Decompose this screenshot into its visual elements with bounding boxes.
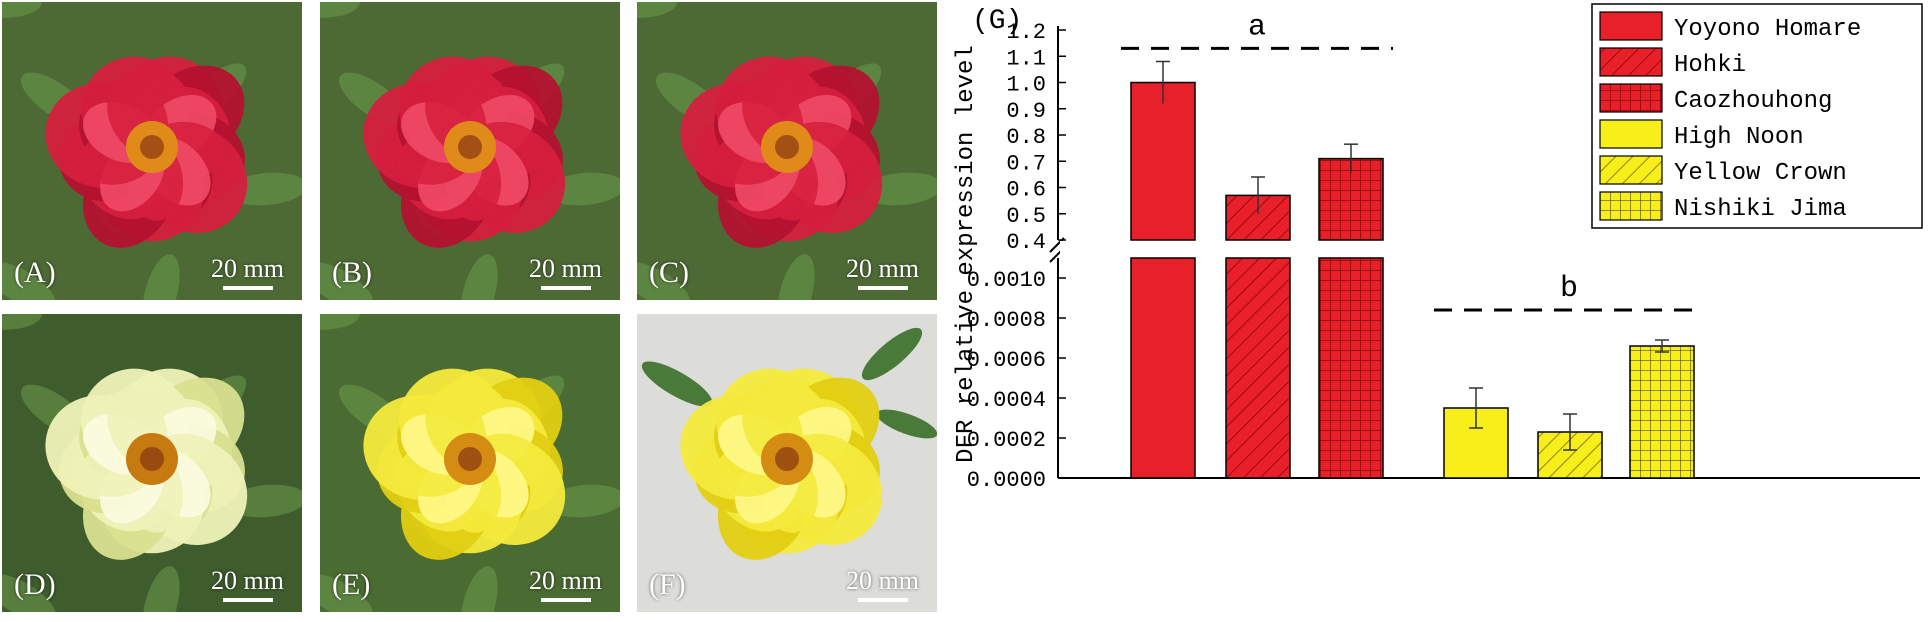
scale-bar: 20 mm [211, 566, 284, 602]
flower-photo-6: (F) 20 mm [637, 314, 937, 612]
peony-illustration [637, 2, 937, 300]
legend-box [1591, 3, 1923, 229]
y-tick-label: 1.0 [1006, 73, 1046, 98]
legend-swatch [1599, 155, 1663, 185]
scale-bar-label: 20 mm [846, 566, 919, 595]
scale-bar: 20 mm [846, 566, 919, 602]
panel-label: (A) [14, 256, 56, 289]
legend-swatch [1599, 83, 1663, 113]
y-tick-label: 0.5 [1006, 204, 1046, 229]
scale-bar-line [540, 286, 591, 290]
flower-photo-4: (D) 20 mm [2, 314, 302, 612]
peony-illustration [637, 314, 937, 612]
scale-bar-line [857, 598, 908, 602]
legend-swatch [1599, 119, 1663, 149]
legend-entry: Yoyono Homare [1674, 16, 1861, 43]
y-tick-label: 0.0010 [967, 268, 1046, 293]
y-tick-label: 0.0000 [967, 468, 1046, 493]
flower-photo-3: (C) 20 mm [637, 2, 937, 300]
y-tick-label: 0.4 [1006, 230, 1046, 255]
group-significance-label: a [1248, 10, 1266, 44]
y-tick-label: 0.8 [1006, 125, 1046, 150]
panel-label: (B) [332, 256, 372, 289]
chart-panel-label: (G) [972, 6, 1022, 37]
y-tick-label: 0.0002 [967, 428, 1046, 453]
bar [1629, 345, 1695, 479]
legend-entry: High Noon [1674, 124, 1804, 151]
flower-photo-5: (E) 20 mm [320, 314, 620, 612]
group-significance-label: b [1560, 272, 1578, 306]
peony-illustration [320, 314, 620, 612]
scale-bar: 20 mm [211, 254, 284, 290]
flower-photo-2: (B) 20 mm [320, 2, 620, 300]
panel-label: (F) [649, 568, 686, 601]
scale-bar-line [222, 598, 273, 602]
bar [1318, 257, 1384, 479]
peony-illustration [320, 2, 620, 300]
bar [1130, 257, 1196, 479]
legend-swatch [1599, 191, 1663, 221]
bar [1225, 257, 1291, 479]
flower-photo-1: (A) 20 mm [2, 2, 302, 300]
panel-label: (C) [649, 256, 689, 289]
y-tick-label: 0.0006 [967, 348, 1046, 373]
scale-bar: 20 mm [529, 566, 602, 602]
y-tick-label: 0.9 [1006, 99, 1046, 124]
scale-bar-label: 20 mm [529, 254, 602, 283]
legend-entry: Yellow Crown [1674, 160, 1847, 187]
flower-photo-grid: (A) 20 mm (B) 20 mm (C) 20 mm [0, 0, 940, 622]
scale-bar: 20 mm [529, 254, 602, 290]
y-tick-label: 0.6 [1006, 178, 1046, 203]
scale-bar-label: 20 mm [529, 566, 602, 595]
y-tick-label: 1.1 [1006, 46, 1046, 71]
axis-break-gap [1060, 241, 1820, 257]
scale-bar-line [540, 598, 591, 602]
legend-swatch [1599, 11, 1663, 41]
bar [1130, 81, 1196, 241]
panel-label: (D) [14, 568, 56, 601]
y-tick-label: 1.2 [1006, 20, 1046, 45]
legend-swatch [1599, 47, 1663, 77]
dfr-expression-chart: (G) 0.40.50.60.70.80.91.01.11.2 0.0000 0.00… [953, 3, 1923, 493]
legend-entry: Hohki [1674, 52, 1746, 79]
scale-bar-line [222, 286, 273, 290]
legend-entry: Nishiki Jima [1674, 196, 1847, 223]
legend-entry: Caozhouhong [1674, 88, 1832, 115]
scale-bar: 20 mm [846, 254, 919, 290]
peony-illustration [2, 2, 302, 300]
scale-bar-label: 20 mm [846, 254, 919, 283]
panel-label: (E) [332, 568, 371, 601]
y-tick-label: 0.7 [1006, 151, 1046, 176]
peony-illustration [2, 314, 302, 612]
y-tick-label: 0.0008 [967, 308, 1046, 333]
scale-bar-line [857, 286, 908, 290]
y-axis-label: DFR relative expression level [953, 45, 980, 463]
scale-bar-label: 20 mm [211, 254, 284, 283]
y-tick-label: 0.0004 [967, 388, 1046, 413]
scale-bar-label: 20 mm [211, 566, 284, 595]
